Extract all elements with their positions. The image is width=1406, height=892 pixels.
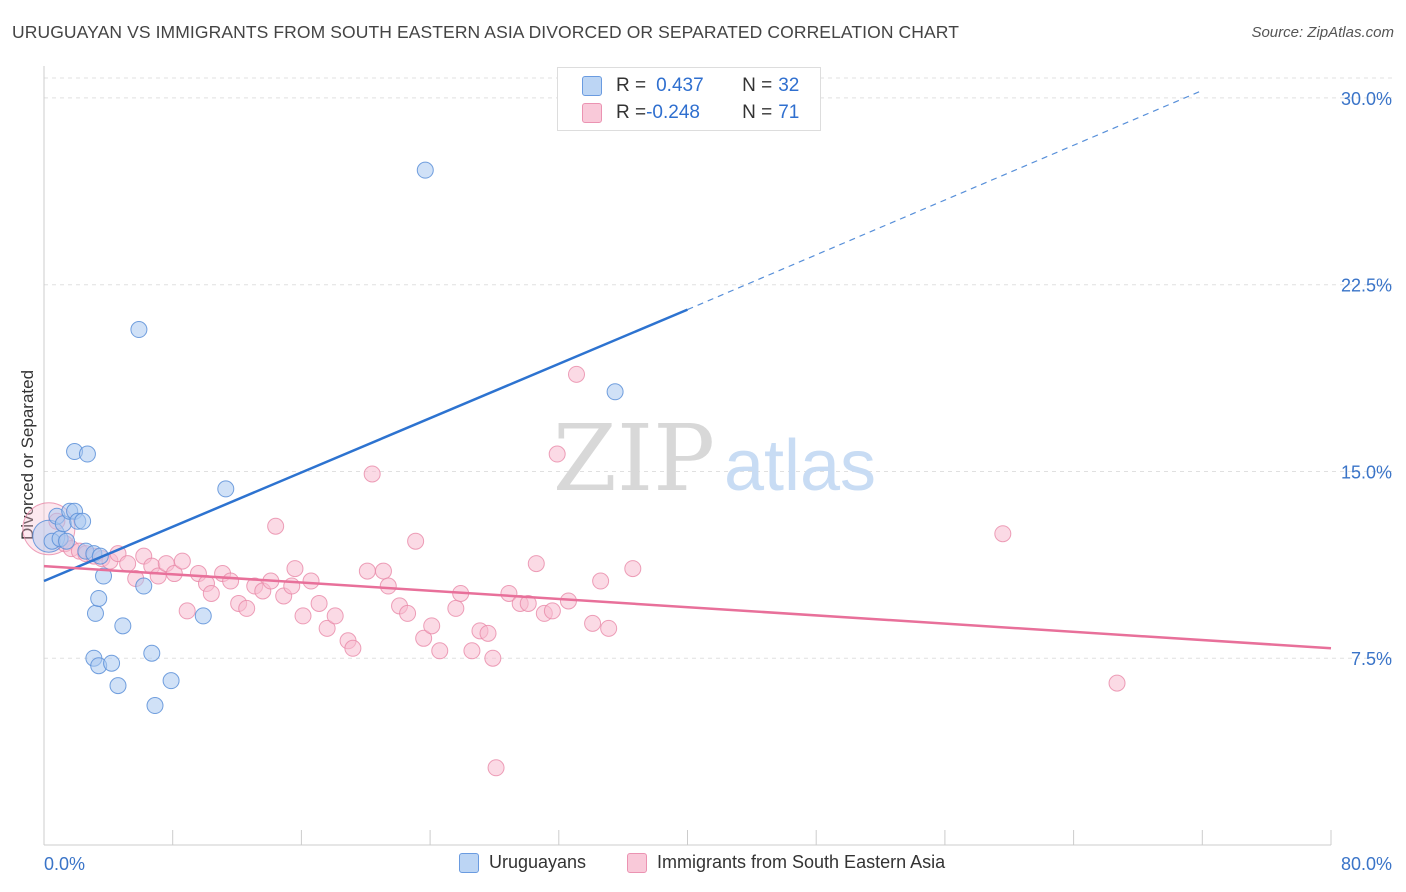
trend-line-uruguayans-extension bbox=[687, 89, 1203, 311]
data-point-immigrants bbox=[994, 525, 1012, 543]
data-point-immigrants bbox=[267, 517, 285, 535]
data-point-uruguayans bbox=[109, 677, 127, 695]
data-point-immigrants bbox=[600, 619, 618, 637]
data-point-immigrants bbox=[543, 602, 561, 620]
legend-row-uruguayans: R = 0.437 N = 32 bbox=[582, 73, 799, 99]
data-point-uruguayans bbox=[217, 480, 235, 498]
legend-n-value: 71 bbox=[778, 102, 800, 123]
data-point-immigrants bbox=[479, 624, 497, 642]
data-point-immigrants bbox=[222, 572, 240, 590]
data-point-uruguayans bbox=[194, 607, 212, 625]
legend-label-immigrants: Immigrants from South Eastern Asia bbox=[657, 852, 946, 872]
legend-label-uruguayans: Uruguayans bbox=[489, 852, 587, 872]
data-point-uruguayans bbox=[135, 577, 153, 595]
watermark: ZIP atlas bbox=[553, 405, 876, 512]
legend-item-uruguayans[interactable]: Uruguayans bbox=[459, 852, 586, 873]
y-tick-label: 7.5% bbox=[1351, 649, 1392, 669]
x-tick-label: 0.0% bbox=[44, 854, 85, 874]
data-point-uruguayans bbox=[143, 644, 161, 662]
correlation-legend: R = 0.437 N = 32 R = -0.248 N = 71 bbox=[557, 67, 821, 131]
y-tick-label: 30.0% bbox=[1341, 89, 1392, 109]
data-point-uruguayans bbox=[114, 617, 132, 635]
data-point-uruguayans bbox=[416, 161, 434, 179]
data-point-immigrants bbox=[584, 614, 602, 632]
x-tick-label: 80.0% bbox=[1341, 854, 1392, 874]
trend-lines bbox=[43, 89, 1332, 650]
data-point-immigrants bbox=[399, 604, 417, 622]
data-point-immigrants bbox=[344, 639, 362, 657]
legend-r-value: 0.437 bbox=[656, 75, 704, 96]
data-point-immigrants bbox=[484, 649, 502, 667]
legend-row-immigrants: R = -0.248 N = 71 bbox=[582, 100, 799, 126]
data-point-immigrants bbox=[310, 594, 328, 612]
legend-r-label: R = bbox=[616, 75, 647, 96]
data-point-immigrants bbox=[415, 629, 433, 647]
trend-line-uruguayans bbox=[43, 308, 688, 583]
data-point-immigrants bbox=[302, 572, 320, 590]
source-credit: Source: ZipAtlas.com bbox=[1251, 24, 1394, 41]
data-point-immigrants bbox=[178, 602, 196, 620]
data-point-immigrants bbox=[519, 594, 537, 612]
data-point-immigrants bbox=[548, 445, 566, 463]
data-point-immigrants bbox=[238, 599, 256, 617]
data-point-immigrants bbox=[567, 365, 585, 383]
legend-swatch-pink bbox=[627, 852, 647, 873]
trend-line-immigrants bbox=[43, 564, 1332, 650]
legend-n-label: N = bbox=[742, 75, 773, 96]
legend-item-immigrants[interactable]: Immigrants from South Eastern Asia bbox=[627, 852, 945, 873]
data-point-immigrants bbox=[463, 642, 481, 660]
data-point-immigrants bbox=[500, 584, 518, 602]
legend-swatch-pink bbox=[582, 103, 602, 123]
data-point-immigrants bbox=[592, 572, 610, 590]
series-uruguayans-points bbox=[32, 161, 624, 715]
legend-swatch-blue bbox=[459, 852, 479, 873]
data-point-immigrants bbox=[318, 619, 336, 637]
data-point-immigrants bbox=[173, 552, 191, 570]
tick-labels: 7.5% 15.0% 22.5% 30.0% 0.0% 80.0% bbox=[44, 89, 1392, 874]
data-point-uruguayans bbox=[162, 672, 180, 690]
data-point-uruguayans bbox=[606, 383, 624, 401]
legend-n-value: 32 bbox=[778, 75, 800, 96]
watermark-atlas: atlas bbox=[724, 426, 876, 506]
data-point-immigrants bbox=[119, 555, 137, 573]
data-point-uruguayans bbox=[90, 589, 108, 607]
data-point-immigrants bbox=[379, 577, 397, 595]
legend-r-label: R = bbox=[616, 102, 647, 123]
data-point-uruguayans bbox=[74, 512, 92, 530]
data-point-immigrants bbox=[286, 560, 304, 578]
y-tick-label: 22.5% bbox=[1341, 276, 1392, 296]
data-point-immigrants bbox=[326, 607, 344, 625]
data-point-uruguayans bbox=[146, 697, 164, 715]
data-point-uruguayans bbox=[95, 567, 113, 585]
data-point-immigrants bbox=[363, 465, 381, 483]
legend-n-label: N = bbox=[742, 102, 773, 123]
data-point-immigrants bbox=[487, 759, 505, 777]
data-point-uruguayans bbox=[78, 445, 96, 463]
axes bbox=[43, 66, 1332, 846]
data-point-immigrants bbox=[1108, 674, 1126, 692]
legend-r-value: -0.248 bbox=[646, 102, 700, 123]
chart-title: URUGUAYAN VS IMMIGRANTS FROM SOUTH EASTE… bbox=[12, 22, 960, 42]
watermark-zip: ZIP bbox=[553, 405, 715, 512]
legend-swatch-blue bbox=[582, 76, 602, 96]
y-tick-label: 15.0% bbox=[1341, 462, 1392, 482]
data-point-immigrants bbox=[407, 532, 425, 550]
grid-lines bbox=[44, 77, 1392, 659]
data-point-immigrants bbox=[624, 560, 642, 578]
data-point-uruguayans bbox=[58, 532, 76, 550]
data-point-immigrants bbox=[527, 555, 545, 573]
data-point-uruguayans bbox=[130, 321, 148, 339]
data-point-uruguayans bbox=[86, 604, 104, 622]
data-point-immigrants bbox=[358, 562, 376, 580]
data-point-uruguayans bbox=[103, 654, 121, 672]
data-point-immigrants bbox=[202, 584, 220, 602]
data-point-immigrants bbox=[423, 617, 441, 635]
series-legend: Uruguayans Immigrants from South Eastern… bbox=[0, 852, 1406, 878]
data-point-immigrants bbox=[374, 562, 392, 580]
data-point-immigrants bbox=[447, 599, 465, 617]
data-point-immigrants bbox=[294, 607, 312, 625]
data-point-immigrants bbox=[431, 642, 449, 660]
